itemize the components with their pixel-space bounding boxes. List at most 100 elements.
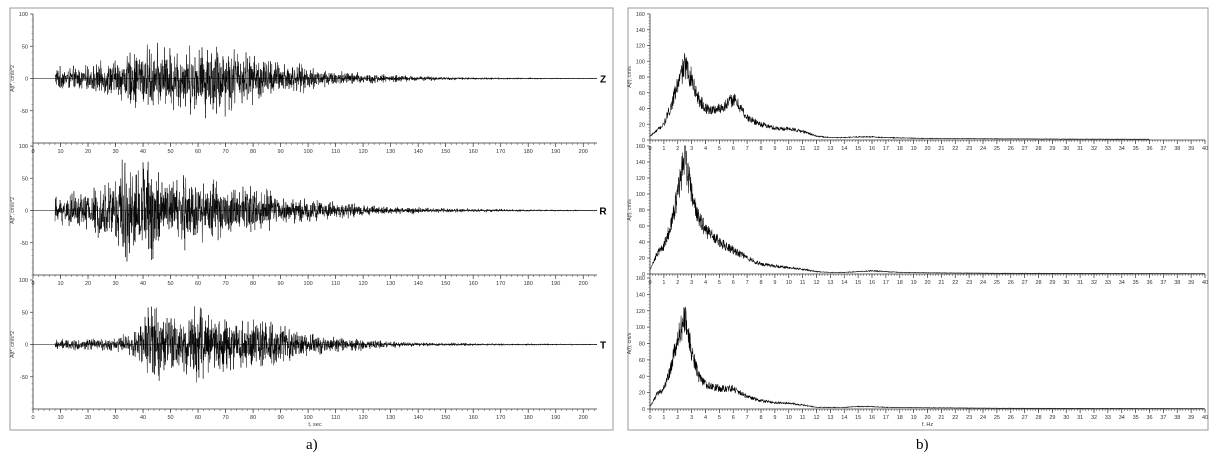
x-tick-label: 1 xyxy=(662,280,665,286)
x-tick-label: 34 xyxy=(1119,280,1125,286)
x-tick-label: 120 xyxy=(359,149,368,155)
x-tick-label: 12 xyxy=(813,415,819,421)
x-tick-label: 22 xyxy=(952,415,958,421)
panel-b-channel-2: 0123456789101112131415161718192021222324… xyxy=(627,144,1208,286)
waveform-Z xyxy=(54,42,598,119)
x-tick-label: 100 xyxy=(304,149,313,155)
x-tick-label: 18 xyxy=(897,146,903,152)
y-tick-label: 140 xyxy=(636,292,645,298)
x-tick-label: 25 xyxy=(994,415,1000,421)
x-tick-label: 40 xyxy=(1202,146,1208,152)
y-tick-label: 100 xyxy=(19,144,28,150)
x-tick-label: 30 xyxy=(1063,146,1069,152)
spectrum-R xyxy=(649,145,1205,274)
x-tick-label: 19 xyxy=(911,415,917,421)
x-tick-label: 170 xyxy=(496,281,505,287)
x-tick-label: 38 xyxy=(1174,280,1180,286)
x-tick-label: 30 xyxy=(1063,415,1069,421)
y-tick-label: 140 xyxy=(636,28,645,34)
x-tick-label: 30 xyxy=(112,415,118,421)
x-tick-label: 10 xyxy=(57,281,63,287)
x-tick-label: 8 xyxy=(759,146,762,152)
x-tick-label: 20 xyxy=(85,415,91,421)
x-tick-label: 37 xyxy=(1160,415,1166,421)
x-tick-label: 15 xyxy=(855,146,861,152)
x-tick-label: 110 xyxy=(331,415,340,421)
x-tick-label: 15 xyxy=(855,415,861,421)
x-tick-label: 150 xyxy=(441,149,450,155)
x-tick-label: 0 xyxy=(31,415,34,421)
waveform-T xyxy=(54,306,598,383)
x-tick-label: 23 xyxy=(966,146,972,152)
x-tick-label: 26 xyxy=(1008,415,1014,421)
y-axis-label: A(f), cm/s xyxy=(627,199,633,221)
panel-b-channel-3: 0 1 2 3 4 5 6 7 8 9 10 11 12 13 14 15 16 17 18 19 20 21 22 23 24… xyxy=(627,276,1208,428)
x-tick-label: 17 xyxy=(883,280,889,286)
x-tick-label: 1 xyxy=(662,415,665,421)
x-tick-label: 16 xyxy=(869,280,875,286)
x-tick-label: 40 xyxy=(140,149,146,155)
panel-b-frame xyxy=(627,7,1209,431)
x-tick-label: 190 xyxy=(551,415,560,421)
y-tick-label: 120 xyxy=(636,176,645,182)
x-tick-label: 26 xyxy=(1008,280,1014,286)
x-tick-label: 25 xyxy=(994,280,1000,286)
x-tick-label: 35 xyxy=(1133,146,1139,152)
x-tick-label: 120 xyxy=(359,281,368,287)
x-tick-label: 10 xyxy=(57,415,63,421)
y-tick-label: 120 xyxy=(636,44,645,50)
x-tick-label: 14 xyxy=(841,146,847,152)
x-tick-label: 11 xyxy=(800,415,806,421)
x-tick-label: 40 xyxy=(1202,280,1208,286)
y-tick-label: 20 xyxy=(639,122,645,128)
x-tick-label: 31 xyxy=(1077,415,1083,421)
x-tick-label: 18 xyxy=(897,415,903,421)
x-tick-label: 32 xyxy=(1091,146,1097,152)
channel-label: R xyxy=(599,207,607,218)
x-tick-label: 33 xyxy=(1105,146,1111,152)
x-tick-label: 13 xyxy=(827,146,833,152)
x-tick-label: 200 xyxy=(579,415,588,421)
x-tick-label: 3 xyxy=(690,415,693,421)
x-tick-label: 24 xyxy=(980,415,986,421)
x-tick-label: 27 xyxy=(1022,280,1028,286)
y-tick-label: 100 xyxy=(636,192,645,198)
y-tick-label: 40 xyxy=(639,240,645,246)
caption-a: a) xyxy=(306,437,318,453)
x-tick-label: 150 xyxy=(441,281,450,287)
x-tick-label: 6 xyxy=(732,280,735,286)
x-tick-label: 24 xyxy=(980,146,986,152)
x-tick-label: 5 xyxy=(718,415,721,421)
x-tick-label: 14 xyxy=(841,280,847,286)
x-tick-label: 40 xyxy=(140,415,146,421)
y-tick-label: 50 xyxy=(22,310,28,316)
x-tick-label: 90 xyxy=(278,281,284,287)
x-tick-label: 180 xyxy=(524,149,533,155)
x-tick-label: 32 xyxy=(1091,280,1097,286)
y-tick-label: 160 xyxy=(636,12,645,18)
x-tick-label: 160 xyxy=(469,281,478,287)
x-tick-label: 9 xyxy=(773,146,776,152)
x-tick-label: 160 xyxy=(469,415,478,421)
x-tick-label: 160 xyxy=(469,149,478,155)
x-tick-label: 28 xyxy=(1035,146,1041,152)
x-tick-label: 28 xyxy=(1035,280,1041,286)
x-tick-label: 6 xyxy=(732,415,735,421)
x-tick-label: 21 xyxy=(938,146,944,152)
x-tick-label: 50 xyxy=(167,281,173,287)
x-tick-label: 10 xyxy=(786,415,792,421)
y-tick-label: 80 xyxy=(639,208,645,214)
x-tick-label: 60 xyxy=(195,281,201,287)
x-tick-label: 31 xyxy=(1077,146,1083,152)
x-tick-label: 6 xyxy=(732,146,735,152)
x-tick-label: 17 xyxy=(883,146,889,152)
x-tick-label: 2 xyxy=(676,280,679,286)
y-tick-label: 60 xyxy=(639,224,645,230)
x-tick-label: 12 xyxy=(813,146,819,152)
x-tick-label: 8 xyxy=(759,415,762,421)
spectrum-Z xyxy=(649,52,1150,140)
x-tick-label: 38 xyxy=(1174,146,1180,152)
x-tick-label: 20 xyxy=(85,149,91,155)
x-tick-label: 25 xyxy=(994,146,1000,152)
channel-label: T xyxy=(600,341,606,352)
